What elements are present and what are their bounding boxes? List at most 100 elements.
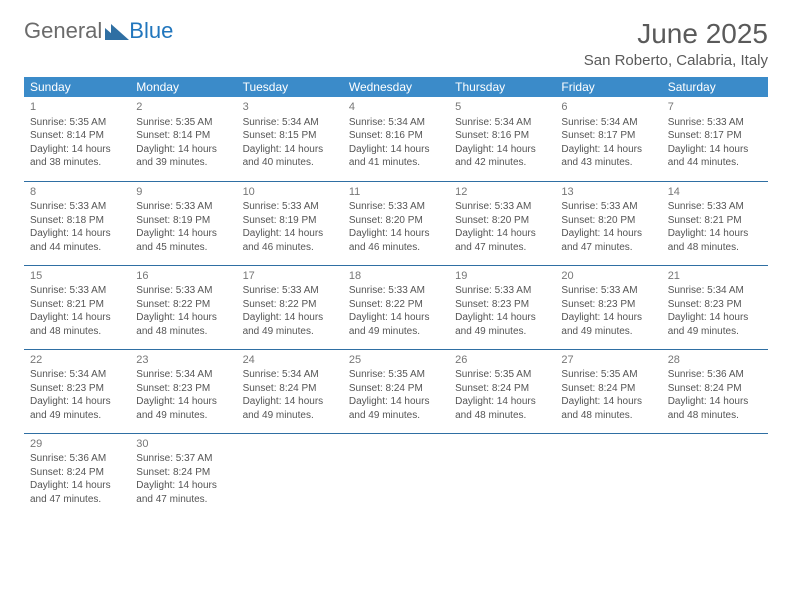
weekday-header: Sunday [24,77,130,97]
sunrise-text: Sunrise: 5:35 AM [136,116,230,130]
daylight-text: Daylight: 14 hours and 49 minutes. [455,311,549,338]
sunset-text: Sunset: 8:16 PM [349,129,443,143]
sunset-text: Sunset: 8:19 PM [136,214,230,228]
weekday-header: Tuesday [237,77,343,97]
calendar-cell: 16Sunrise: 5:33 AMSunset: 8:22 PMDayligh… [130,265,236,349]
daylight-text: Daylight: 14 hours and 48 minutes. [455,395,549,422]
day-number: 14 [668,185,762,200]
calendar-cell: 15Sunrise: 5:33 AMSunset: 8:21 PMDayligh… [24,265,130,349]
sunrise-text: Sunrise: 5:35 AM [561,368,655,382]
daylight-text: Daylight: 14 hours and 47 minutes. [561,227,655,254]
calendar-cell: 8Sunrise: 5:33 AMSunset: 8:18 PMDaylight… [24,181,130,265]
daylight-text: Daylight: 14 hours and 38 minutes. [30,143,124,170]
sunrise-text: Sunrise: 5:33 AM [455,284,549,298]
day-number: 8 [30,185,124,200]
calendar-cell [237,433,343,517]
daylight-text: Daylight: 14 hours and 49 minutes. [136,395,230,422]
sunrise-text: Sunrise: 5:35 AM [455,368,549,382]
weekday-header: Friday [555,77,661,97]
sunset-text: Sunset: 8:24 PM [668,382,762,396]
calendar-cell: 18Sunrise: 5:33 AMSunset: 8:22 PMDayligh… [343,265,449,349]
day-number: 3 [243,100,337,115]
sunrise-text: Sunrise: 5:36 AM [668,368,762,382]
day-number: 29 [30,437,124,452]
daylight-text: Daylight: 14 hours and 45 minutes. [136,227,230,254]
day-number: 1 [30,100,124,115]
weekday-header-row: Sunday Monday Tuesday Wednesday Thursday… [24,77,768,97]
sunrise-text: Sunrise: 5:33 AM [349,200,443,214]
day-number: 22 [30,353,124,368]
day-number: 6 [561,100,655,115]
calendar-cell: 4Sunrise: 5:34 AMSunset: 8:16 PMDaylight… [343,97,449,181]
sunrise-text: Sunrise: 5:33 AM [561,284,655,298]
sunrise-text: Sunrise: 5:33 AM [136,284,230,298]
sunset-text: Sunset: 8:23 PM [30,382,124,396]
calendar-cell: 23Sunrise: 5:34 AMSunset: 8:23 PMDayligh… [130,349,236,433]
daylight-text: Daylight: 14 hours and 43 minutes. [561,143,655,170]
sunrise-text: Sunrise: 5:33 AM [349,284,443,298]
day-number: 2 [136,100,230,115]
day-number: 26 [455,353,549,368]
day-number: 25 [349,353,443,368]
sunrise-text: Sunrise: 5:34 AM [30,368,124,382]
day-number: 21 [668,269,762,284]
daylight-text: Daylight: 14 hours and 49 minutes. [349,311,443,338]
calendar-cell: 30Sunrise: 5:37 AMSunset: 8:24 PMDayligh… [130,433,236,517]
calendar-cell: 10Sunrise: 5:33 AMSunset: 8:19 PMDayligh… [237,181,343,265]
sunrise-text: Sunrise: 5:33 AM [30,284,124,298]
sunrise-text: Sunrise: 5:33 AM [561,200,655,214]
daylight-text: Daylight: 14 hours and 47 minutes. [455,227,549,254]
daylight-text: Daylight: 14 hours and 44 minutes. [30,227,124,254]
weekday-header: Wednesday [343,77,449,97]
daylight-text: Daylight: 14 hours and 49 minutes. [243,395,337,422]
daylight-text: Daylight: 14 hours and 48 minutes. [668,395,762,422]
sunset-text: Sunset: 8:24 PM [136,466,230,480]
calendar-cell: 20Sunrise: 5:33 AMSunset: 8:23 PMDayligh… [555,265,661,349]
calendar-page: General Blue June 2025 San Roberto, Cala… [0,0,792,535]
sunrise-text: Sunrise: 5:35 AM [30,116,124,130]
calendar-cell: 11Sunrise: 5:33 AMSunset: 8:20 PMDayligh… [343,181,449,265]
calendar-cell [343,433,449,517]
daylight-text: Daylight: 14 hours and 49 minutes. [349,395,443,422]
sunrise-text: Sunrise: 5:34 AM [561,116,655,130]
calendar-cell: 22Sunrise: 5:34 AMSunset: 8:23 PMDayligh… [24,349,130,433]
sunset-text: Sunset: 8:22 PM [243,298,337,312]
calendar-cell: 21Sunrise: 5:34 AMSunset: 8:23 PMDayligh… [662,265,768,349]
day-number: 5 [455,100,549,115]
sunset-text: Sunset: 8:14 PM [136,129,230,143]
weekday-header: Saturday [662,77,768,97]
calendar-cell: 9Sunrise: 5:33 AMSunset: 8:19 PMDaylight… [130,181,236,265]
calendar-row: 1Sunrise: 5:35 AMSunset: 8:14 PMDaylight… [24,97,768,181]
sunset-text: Sunset: 8:22 PM [349,298,443,312]
daylight-text: Daylight: 14 hours and 49 minutes. [561,311,655,338]
sunrise-text: Sunrise: 5:33 AM [243,284,337,298]
calendar-cell: 12Sunrise: 5:33 AMSunset: 8:20 PMDayligh… [449,181,555,265]
daylight-text: Daylight: 14 hours and 41 minutes. [349,143,443,170]
day-number: 15 [30,269,124,284]
sunrise-text: Sunrise: 5:34 AM [136,368,230,382]
daylight-text: Daylight: 14 hours and 49 minutes. [243,311,337,338]
sunset-text: Sunset: 8:21 PM [30,298,124,312]
calendar-cell: 5Sunrise: 5:34 AMSunset: 8:16 PMDaylight… [449,97,555,181]
day-number: 16 [136,269,230,284]
sunset-text: Sunset: 8:24 PM [349,382,443,396]
month-title: June 2025 [584,18,768,50]
daylight-text: Daylight: 14 hours and 42 minutes. [455,143,549,170]
sunset-text: Sunset: 8:14 PM [30,129,124,143]
sunrise-text: Sunrise: 5:33 AM [668,200,762,214]
day-number: 28 [668,353,762,368]
day-number: 11 [349,185,443,200]
sunrise-text: Sunrise: 5:34 AM [668,284,762,298]
sunset-text: Sunset: 8:17 PM [668,129,762,143]
calendar-cell: 7Sunrise: 5:33 AMSunset: 8:17 PMDaylight… [662,97,768,181]
daylight-text: Daylight: 14 hours and 48 minutes. [668,227,762,254]
daylight-text: Daylight: 14 hours and 47 minutes. [30,479,124,506]
calendar-cell: 1Sunrise: 5:35 AMSunset: 8:14 PMDaylight… [24,97,130,181]
sunset-text: Sunset: 8:24 PM [30,466,124,480]
calendar-cell: 3Sunrise: 5:34 AMSunset: 8:15 PMDaylight… [237,97,343,181]
daylight-text: Daylight: 14 hours and 49 minutes. [30,395,124,422]
sunrise-text: Sunrise: 5:33 AM [455,200,549,214]
sunset-text: Sunset: 8:23 PM [455,298,549,312]
day-number: 7 [668,100,762,115]
sunrise-text: Sunrise: 5:34 AM [349,116,443,130]
